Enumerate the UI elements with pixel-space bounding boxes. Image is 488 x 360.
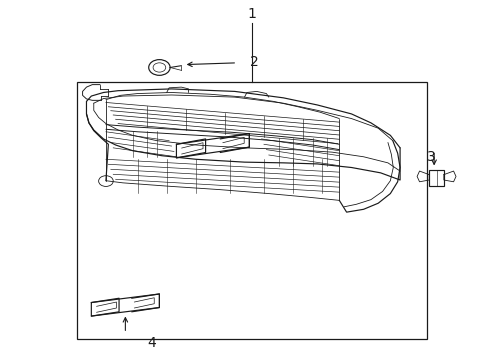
Bar xyxy=(77,82,426,339)
Text: 4: 4 xyxy=(147,336,156,350)
Text: 1: 1 xyxy=(247,7,256,21)
Text: 3: 3 xyxy=(427,150,435,164)
Bar xyxy=(428,170,443,186)
Text: 2: 2 xyxy=(249,55,258,69)
